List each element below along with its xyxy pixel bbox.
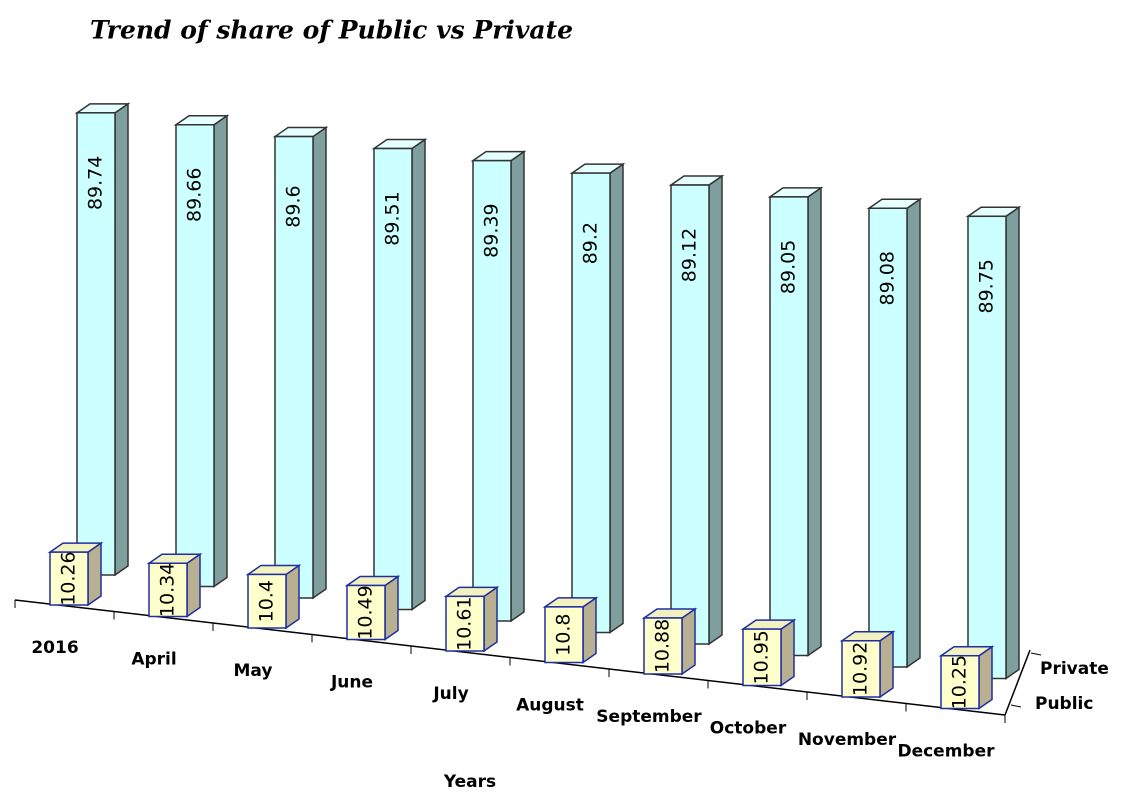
x-axis-label: Years xyxy=(443,772,496,792)
value-label: 10.61 xyxy=(454,596,476,650)
x-tick-label: December xyxy=(897,742,995,762)
value-label: 89.51 xyxy=(382,191,404,245)
bar-side xyxy=(879,630,894,699)
bar xyxy=(868,207,908,668)
x-tick-label: September xyxy=(596,707,702,727)
bar-side xyxy=(483,585,498,653)
value-label: 89.2 xyxy=(580,222,602,264)
bar-side xyxy=(411,138,426,611)
bar xyxy=(967,215,1007,680)
bar xyxy=(76,112,116,576)
chart-title: Trend of share of Public vs Private xyxy=(90,16,573,45)
depth-axis xyxy=(1004,649,1031,716)
bar-side xyxy=(582,596,597,664)
value-label: 10.95 xyxy=(751,630,773,684)
value-label: 10.88 xyxy=(652,619,674,673)
value-label: 10.4 xyxy=(256,580,278,622)
value-label: 89.39 xyxy=(481,203,503,257)
value-label: 89.05 xyxy=(778,240,800,294)
x-tick-label: May xyxy=(234,661,273,681)
bar-side xyxy=(213,114,228,588)
bar-side xyxy=(1005,205,1020,680)
bar-side xyxy=(978,645,993,710)
bar-side xyxy=(87,541,102,607)
value-label: 89.6 xyxy=(283,185,305,227)
bar xyxy=(769,196,809,657)
value-label: 10.26 xyxy=(58,551,80,605)
bar xyxy=(841,640,881,698)
value-label: 89.75 xyxy=(976,259,998,313)
value-label: 10.8 xyxy=(553,614,575,656)
bar xyxy=(148,562,188,618)
bar xyxy=(472,159,512,622)
value-label: 89.66 xyxy=(184,168,206,222)
x-tick-label: June xyxy=(330,673,373,693)
bar-side xyxy=(186,552,201,618)
value-label: 10.49 xyxy=(355,585,377,639)
bar xyxy=(742,628,782,687)
bar xyxy=(544,606,584,664)
bar xyxy=(346,584,386,641)
depth-tick xyxy=(1010,704,1022,708)
bar-side xyxy=(681,607,696,676)
x-tick-label: April xyxy=(131,650,176,670)
x-tick-label: November xyxy=(798,730,897,750)
bar-side xyxy=(609,162,624,634)
value-label: 10.25 xyxy=(949,655,971,709)
bar xyxy=(643,617,683,675)
bar xyxy=(247,573,287,629)
value-label: 10.34 xyxy=(157,563,179,617)
x-tick-label: July xyxy=(432,684,468,704)
bar xyxy=(940,654,980,710)
bar-side xyxy=(114,102,129,577)
bar xyxy=(571,172,611,634)
x-tick-label: August xyxy=(516,696,584,716)
bar-side xyxy=(708,174,723,646)
value-label: 89.08 xyxy=(877,251,899,305)
value-label: 10.92 xyxy=(850,642,872,696)
legend-label: Public xyxy=(1035,694,1093,714)
bar xyxy=(670,184,710,645)
bar-side xyxy=(807,186,822,657)
bar xyxy=(49,551,89,606)
bar-side xyxy=(384,575,399,641)
bar-side xyxy=(285,564,300,630)
bar-side xyxy=(780,618,795,687)
bar xyxy=(274,135,314,599)
bar xyxy=(175,124,215,588)
depth-tick xyxy=(1030,652,1042,656)
x-tick-label: 2016 xyxy=(31,638,78,658)
bar-side xyxy=(510,150,525,623)
value-label: 89.12 xyxy=(679,228,701,282)
legend-label: Private xyxy=(1040,659,1109,679)
value-label: 89.74 xyxy=(85,156,107,210)
x-tick-label: October xyxy=(710,719,787,739)
bar xyxy=(445,595,485,652)
bar-side xyxy=(906,197,921,669)
bar-side xyxy=(312,126,327,600)
